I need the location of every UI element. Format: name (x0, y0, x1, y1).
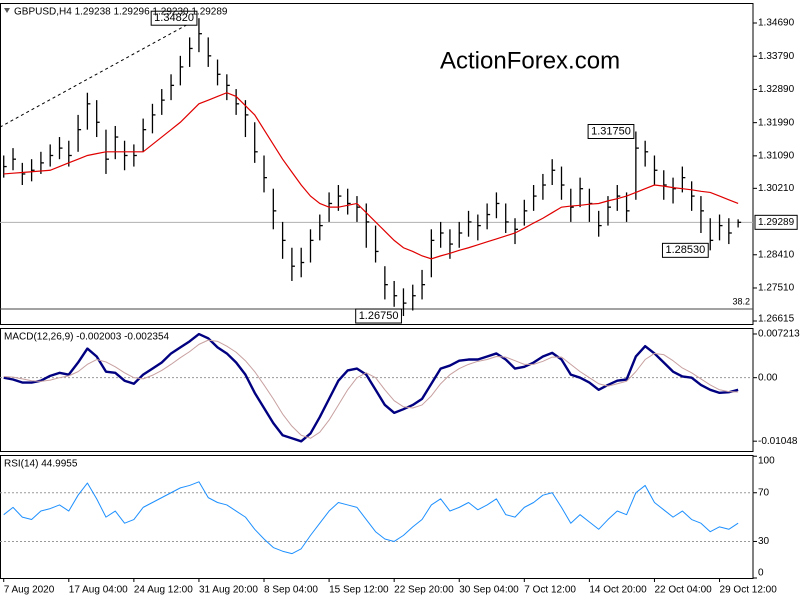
y-tick-label: 1.28410 (758, 249, 795, 260)
y-tick-label: 0.00 (758, 372, 778, 383)
panel-frame (0, 328, 754, 452)
y-tick-label: 0.007213 (758, 329, 800, 340)
price-annotation-box (355, 308, 402, 324)
panel-title: RSI(14) 44.9955 (4, 459, 78, 470)
x-tick-label: 15 Sep 12:00 (329, 585, 389, 596)
x-tick-label: 22 Sep 20:00 (394, 585, 454, 596)
y-tick-label: 1.30210 (758, 183, 795, 194)
x-tick-label: 29 Oct 12:00 (720, 585, 778, 596)
y-tick-label: -0.01048 (758, 436, 798, 447)
x-tick-label: 30 Sep 04:00 (459, 585, 519, 596)
y-tick-label: 1.26615 (758, 314, 795, 325)
panel-title: MACD(12,26,9) -0.002003 -0.002354 (4, 332, 170, 343)
price-annotation-label: 1.34820 (154, 12, 194, 24)
indicator-line (3, 332, 739, 443)
y-tick-label: 1.31990 (758, 117, 795, 128)
price-annotation-label: 1.26750 (359, 310, 399, 322)
price-annotation-label: 1.31750 (591, 125, 631, 137)
indicator-line (3, 481, 739, 555)
x-tick-label: 17 Aug 04:00 (69, 585, 128, 596)
panel-frame (0, 455, 754, 579)
y-tick-label: 0 (758, 568, 764, 579)
y-tick-label: 1.34690 (758, 18, 795, 29)
y-tick-label: 1.31090 (758, 151, 795, 162)
last-price-label: 1.29289 (758, 217, 795, 228)
y-tick-label: 100 (758, 456, 775, 467)
x-tick-label: 24 Aug 12:00 (134, 585, 193, 596)
price-annotation-box (150, 10, 198, 26)
x-tick-label: 7 Aug 2020 (4, 585, 55, 596)
y-tick-label: 1.27510 (758, 283, 795, 294)
last-price-box (754, 214, 798, 230)
watermark: ActionForex.com (440, 47, 620, 74)
trendline (0, 17, 200, 128)
moving-average (3, 92, 739, 260)
price-annotation-box (587, 124, 635, 140)
x-tick-label: 7 Oct 12:00 (524, 585, 576, 596)
panel-title: GBPUSD,H4 1.29238 1.29296 1.29230 1.2928… (14, 7, 228, 18)
y-tick-label: 1.33790 (758, 51, 795, 62)
symbol-icon (4, 8, 10, 13)
x-tick-label: 14 Oct 20:00 (589, 585, 647, 596)
y-tick-label: 30 (758, 536, 770, 547)
panel-frame (0, 3, 754, 325)
x-tick-label: 8 Sep 04:00 (264, 585, 318, 596)
x-tick-label: 22 Oct 04:00 (654, 585, 712, 596)
y-tick-label: 1.32890 (758, 84, 795, 95)
price-annotation-label: 1.28530 (665, 244, 705, 256)
x-tick-label: 31 Aug 20:00 (199, 585, 258, 596)
fib-level-label: 38.2 (732, 296, 750, 306)
indicator-line (3, 339, 739, 439)
y-tick-label: 70 (758, 487, 770, 498)
price-annotation-box (661, 242, 709, 258)
